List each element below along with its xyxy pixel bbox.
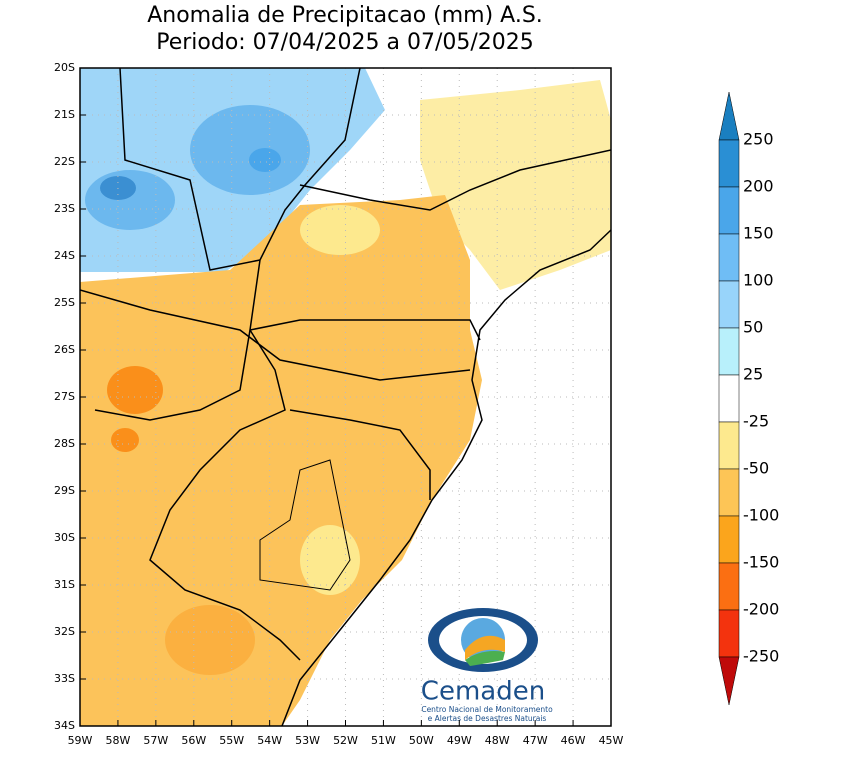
border xyxy=(289,409,431,500)
colorbar-arrow xyxy=(718,656,740,706)
colorbar-label: -50 xyxy=(743,459,769,478)
colorbar-label: 50 xyxy=(743,318,763,337)
colorbar-segment xyxy=(718,468,740,517)
colorbar-label: -150 xyxy=(743,553,779,572)
y-tick-label: 26S xyxy=(54,343,75,356)
x-tick-label: 47W xyxy=(523,734,548,747)
border xyxy=(119,68,261,271)
y-tick-label: 23S xyxy=(54,202,75,215)
colorbar-segment xyxy=(718,515,740,564)
border xyxy=(259,459,351,591)
colorbar-segment xyxy=(718,233,740,282)
colorbar-segment xyxy=(718,139,740,188)
dry-patch xyxy=(165,605,255,675)
x-tick-label: 46W xyxy=(561,734,586,747)
x-tick-label: 54W xyxy=(257,734,282,747)
y-tick-label: 31S xyxy=(54,578,75,591)
x-tick-label: 52W xyxy=(333,734,358,747)
border xyxy=(149,68,361,661)
coastline xyxy=(281,229,611,726)
borders xyxy=(80,68,611,726)
axes: 59W 58W 57W 56W 55W 54W 53W 52W 51W 50W 49W 48W 47W 4… xyxy=(54,61,624,747)
y-tick-label: 34S xyxy=(54,719,75,732)
y-tick-label: 25S xyxy=(54,296,75,309)
border xyxy=(249,319,481,341)
border xyxy=(299,149,611,211)
dry-patch xyxy=(300,205,380,255)
logo: Cemaden Centro Nacional de Monitoramento… xyxy=(421,608,553,723)
very-dry-patch xyxy=(111,428,139,452)
colorbar-label: -25 xyxy=(743,412,769,431)
colorbar-segment xyxy=(718,421,740,470)
colorbar-segment xyxy=(718,562,740,611)
colorbar-segment xyxy=(718,327,740,376)
logo-line: Centro Nacional de Monitoramento xyxy=(421,705,553,714)
dry-region xyxy=(80,195,482,726)
map-field xyxy=(80,68,611,726)
very-dry-patch xyxy=(107,366,163,414)
y-tick-label: 33S xyxy=(54,672,75,685)
x-tick-label: 55W xyxy=(219,734,244,747)
x-tick-label: 53W xyxy=(295,734,320,747)
x-tick-label: 51W xyxy=(371,734,396,747)
y-tick-label: 20S xyxy=(54,61,75,74)
colorbar-label: 100 xyxy=(743,271,774,290)
subtitle: Periodo: 07/04/2025 a 07/05/2025 xyxy=(156,30,534,55)
colorbar-label: 250 xyxy=(743,130,774,149)
y-tick-label: 29S xyxy=(54,484,75,497)
wet-core xyxy=(249,148,281,172)
logo-line: e Alertas de Desastres Naturais xyxy=(428,714,547,723)
y-tick-label: 32S xyxy=(54,625,75,638)
colorbar-segment xyxy=(718,186,740,235)
colorbar-arrow xyxy=(718,91,740,141)
title: Anomalia de Precipitacao (mm) A.S. xyxy=(147,3,543,28)
x-tick-label: 45W xyxy=(599,734,624,747)
colorbar-label: 150 xyxy=(743,224,774,243)
x-tick-label: 59W xyxy=(68,734,93,747)
y-tick-label: 27S xyxy=(54,390,75,403)
logo-wave xyxy=(465,651,505,666)
logo-name: Cemaden xyxy=(421,677,545,707)
y-tick-label: 30S xyxy=(54,531,75,544)
colorbar-label: -250 xyxy=(743,647,779,666)
dry-patch xyxy=(420,80,611,290)
y-tick-label: 24S xyxy=(54,249,75,262)
colorbar-segment xyxy=(718,280,740,329)
x-tick-label: 58W xyxy=(105,734,130,747)
border xyxy=(80,289,471,381)
x-tick-label: 56W xyxy=(181,734,206,747)
y-tick-label: 28S xyxy=(54,437,75,450)
x-tick-label: 48W xyxy=(485,734,510,747)
x-tick-label: 57W xyxy=(143,734,168,747)
colorbar-label: 25 xyxy=(743,365,763,384)
border xyxy=(94,329,251,421)
colorbar-segment xyxy=(718,609,740,658)
colorbar-label: -100 xyxy=(743,506,779,525)
colorbar: 250 200 150 100 50 25 -25 -50 -100 -150 -200 -250 xyxy=(718,91,779,706)
y-tick-label: 21S xyxy=(54,108,75,121)
x-tick-label: 49W xyxy=(447,734,472,747)
colorbar-label: -200 xyxy=(743,600,779,619)
wet-patch xyxy=(190,105,310,195)
y-tick-label: 22S xyxy=(54,155,75,168)
wet-patch xyxy=(85,170,175,230)
x-tick-label: 50W xyxy=(409,734,434,747)
colorbar-label: 200 xyxy=(743,177,774,196)
colorbar-segment xyxy=(718,374,740,423)
logo-wave xyxy=(465,635,505,660)
